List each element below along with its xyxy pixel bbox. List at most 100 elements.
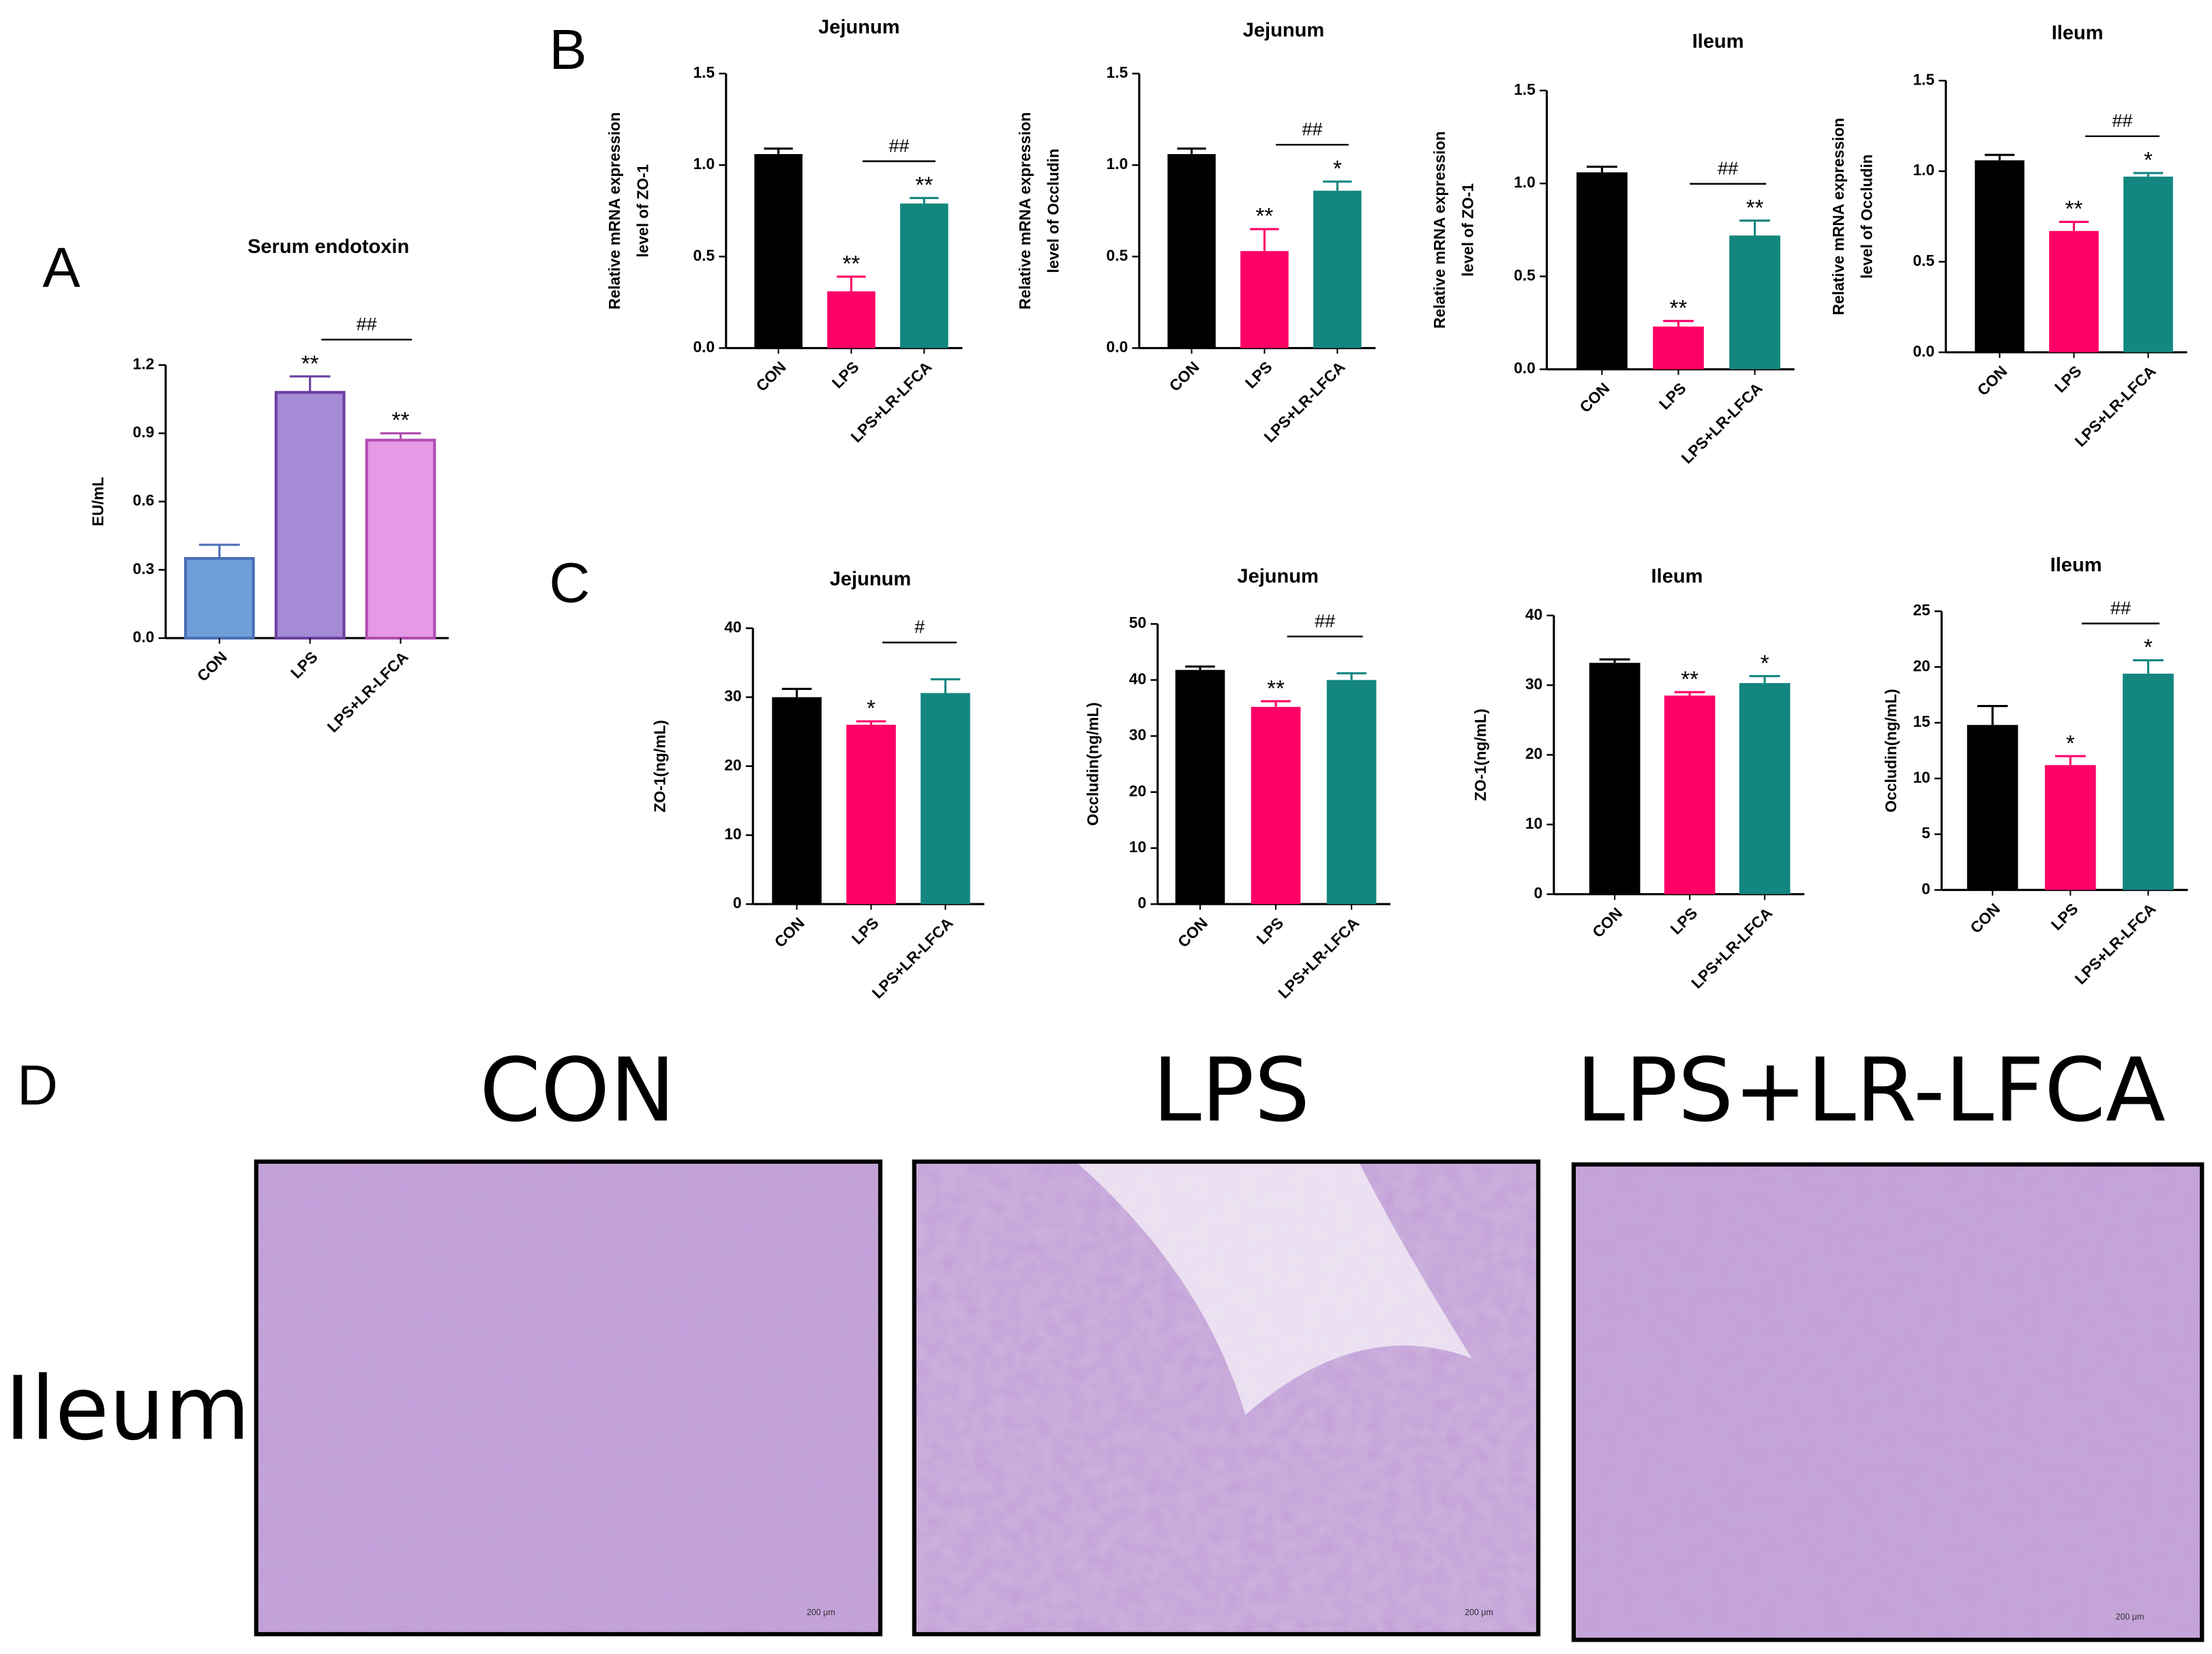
bar (1967, 725, 2018, 890)
y-tick-label: 20 (724, 756, 741, 774)
bar (1975, 160, 2024, 352)
x-tick-label: CON (771, 914, 807, 950)
chart: Jejunum Relative mRNA expression level of … (1016, 19, 1376, 446)
y-tick-label: 0.5 (1913, 252, 1934, 269)
micrograph: 200 μm (1571, 1162, 2204, 1642)
x-tick-label: LPS (1667, 904, 1701, 938)
y-tick-label: 0.3 (133, 560, 155, 577)
bracket-label: ## (2112, 110, 2133, 131)
chart-title: Ileum (1651, 565, 1703, 587)
chart-title: Ileum (1692, 31, 1744, 52)
error-bar (1336, 672, 1366, 680)
chart-title: Ileum (2050, 554, 2102, 576)
y-tick-label: 0.5 (1106, 246, 1128, 264)
x-tick-label: LPS+LR-LFCA (2071, 362, 2159, 450)
y-tick-label: 0.0 (693, 338, 715, 356)
image-title: LPS+LR-LFCA (1576, 1040, 2166, 1141)
significance: ** (1256, 204, 1274, 229)
error-bar (2133, 659, 2164, 674)
bar (772, 697, 822, 905)
y-axis-label: level of ZO-1 (1459, 183, 1476, 276)
x-tick-label: LPS (287, 648, 321, 682)
bar (754, 154, 803, 348)
bracket-label: ## (1302, 119, 1322, 140)
bar (1251, 706, 1301, 905)
bar (365, 438, 436, 640)
x-tick-label: CON (1174, 914, 1211, 950)
y-tick-label: 10 (724, 825, 741, 843)
bar (1313, 190, 1362, 348)
row-label: Ileum (5, 1358, 250, 1460)
y-tick-label: 10 (1913, 768, 1930, 786)
bar (183, 557, 255, 640)
scale-bar: 200 μm (807, 1608, 835, 1617)
chart-title: Serum endotoxin (248, 236, 409, 258)
error-bar (837, 275, 866, 292)
x-tick-label: LPS (1656, 379, 1690, 413)
y-tick-label: 0 (1137, 894, 1146, 912)
y-axis-label: Relative mRNA expression (606, 112, 623, 310)
x-tick-label: LPS+LR-LFCA (2071, 900, 2159, 988)
error-bar (2059, 220, 2089, 231)
bracket-label: ## (1718, 158, 1738, 179)
y-axis-label: level of Occludin (1858, 154, 1876, 279)
y-tick-label: 0.9 (133, 423, 155, 441)
y-tick-label: 30 (1129, 726, 1146, 744)
error-bar (380, 432, 421, 440)
chart-title: Ileum (2052, 22, 2104, 44)
error-bar (764, 147, 793, 155)
micrograph: 200 μm (254, 1159, 883, 1637)
chart-title: Jejunum (830, 569, 911, 590)
y-tick-label: 1.5 (693, 63, 715, 81)
bar (1589, 663, 1641, 894)
y-tick-label: 0.0 (133, 628, 155, 646)
bar (1326, 680, 1377, 905)
x-tick-label: CON (1576, 379, 1613, 416)
y-axis-label: ZO-1(ng/mL) (651, 720, 668, 813)
image-title: LPS (1152, 1040, 1310, 1141)
y-tick-label: 10 (1525, 814, 1542, 832)
y-tick-label: 10 (1129, 838, 1146, 856)
bar (1653, 326, 1704, 370)
y-axis-label: level of ZO-1 (633, 164, 651, 257)
bar (827, 291, 876, 348)
bar (1240, 251, 1289, 348)
y-tick-label: 20 (1129, 782, 1146, 800)
bracket-label: ## (2110, 598, 2131, 618)
significance: * (1333, 156, 1342, 181)
bar (2049, 230, 2099, 352)
bar (2044, 765, 2096, 890)
error-bar (1977, 704, 2008, 725)
y-axis-label: EU/mL (89, 477, 106, 526)
error-bar (1177, 147, 1206, 155)
chart: Jejunum Relative mRNA expression level of … (606, 16, 963, 446)
y-tick-label: 0.5 (1514, 266, 1536, 284)
error-bar (1599, 658, 1630, 663)
bar (1576, 172, 1628, 370)
y-axis-label: level of Occludin (1044, 149, 1062, 273)
significance: * (2144, 635, 2153, 661)
y-tick-label: 30 (1525, 675, 1542, 693)
chart: Ileum Relative mRNA expression level of ZO… (1431, 31, 1795, 467)
y-tick-label: 0 (733, 894, 742, 912)
error-bar (910, 196, 939, 204)
y-axis-label: Occludin(ng/mL) (1882, 689, 1900, 812)
significance: * (2144, 148, 2153, 173)
y-tick-label: 0.0 (1106, 338, 1128, 356)
panel-label: D (17, 1053, 58, 1117)
y-tick-label: 50 (1129, 614, 1146, 631)
y-tick-label: 40 (724, 618, 741, 635)
bar (1729, 235, 1780, 370)
bar (2123, 177, 2173, 352)
y-tick-label: 0.5 (693, 246, 715, 264)
x-tick-label: LPS (1242, 358, 1276, 392)
significance: ** (392, 408, 410, 434)
significance: * (2066, 731, 2075, 756)
error-bar (198, 543, 240, 559)
x-tick-label: LPS+LR-LFCA (1274, 914, 1362, 1002)
bar (900, 203, 948, 348)
significance: * (867, 696, 876, 721)
bar (2123, 674, 2174, 890)
chart-title: Jejunum (1243, 19, 1324, 41)
y-tick-label: 0.0 (1514, 359, 1536, 377)
